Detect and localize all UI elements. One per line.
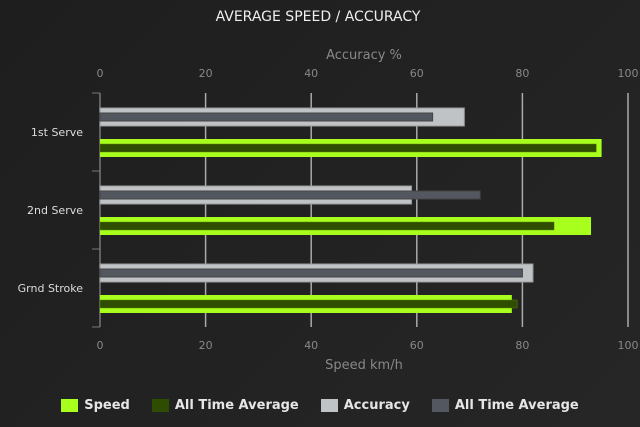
bottom-axis-label: Speed km/h xyxy=(325,358,403,373)
chart-svg: AVERAGE SPEED / ACCURACY Accuracy % Spee… xyxy=(18,9,639,373)
top-tick-label: 60 xyxy=(410,67,424,80)
bottom-tick-label: 80 xyxy=(515,339,529,352)
legend-label: Accuracy xyxy=(343,398,410,413)
category-label: Grnd Stroke xyxy=(18,282,84,295)
bottom-tick-label: 20 xyxy=(199,339,213,352)
top-tick-label: 20 xyxy=(199,67,213,80)
top-tick-label: 80 xyxy=(515,67,529,80)
legend: Speed All Time Average Accuracy All Time Av… xyxy=(0,398,640,413)
category-label: 1st Serve xyxy=(31,126,83,139)
top-axis-label: Accuracy % xyxy=(326,48,402,63)
top-tick-label: 100 xyxy=(618,67,639,80)
legend-swatch xyxy=(431,399,449,412)
top-tick-label: 0 xyxy=(97,67,104,80)
legend-label: All Time Average xyxy=(174,398,299,413)
legend-item[interactable]: All Time Average xyxy=(151,398,299,413)
legend-item[interactable]: Accuracy xyxy=(320,398,410,413)
speed-average-bar xyxy=(99,143,597,153)
category-label: 2nd Serve xyxy=(27,204,83,217)
accuracy-average-bar xyxy=(99,190,481,200)
bottom-tick-label: 60 xyxy=(410,339,424,352)
top-tick-label: 40 xyxy=(304,67,318,80)
legend-swatch xyxy=(151,399,169,412)
accuracy-average-bar xyxy=(99,112,434,122)
legend-swatch xyxy=(320,399,338,412)
legend-item[interactable]: Speed xyxy=(61,398,130,413)
legend-item[interactable]: All Time Average xyxy=(431,398,579,413)
legend-swatch xyxy=(61,399,79,412)
speed-average-bar xyxy=(99,221,555,231)
speed-average-bar xyxy=(99,299,518,309)
legend-label: All Time Average xyxy=(454,398,579,413)
accuracy-average-bar xyxy=(99,268,523,278)
chart-title: AVERAGE SPEED / ACCURACY xyxy=(216,9,421,25)
legend-label: Speed xyxy=(84,398,130,413)
bottom-tick-label: 0 xyxy=(97,339,104,352)
bottom-tick-label: 100 xyxy=(618,339,639,352)
bottom-tick-label: 40 xyxy=(304,339,318,352)
